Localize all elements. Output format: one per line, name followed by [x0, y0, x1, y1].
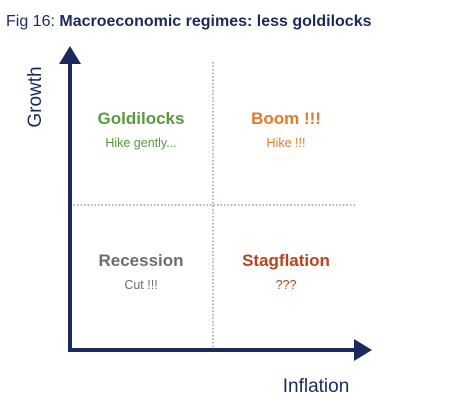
quadrant-label: Boom !!! [251, 109, 321, 128]
figure-prefix: Fig 16: [6, 13, 55, 30]
quadrant: Recession Cut !!! [98, 251, 183, 292]
figure-title: Fig 16: Macroeconomic regimes: less gold… [6, 13, 372, 30]
quadrant-action: Hike gently... [105, 136, 176, 150]
y-axis-arrow [59, 46, 81, 64]
x-axis-arrow [354, 339, 372, 361]
quadrant: Boom !!! Hike !!! [251, 109, 321, 150]
quadrant: Goldilocks Hike gently... [98, 109, 185, 150]
quadrant-label: Recession [98, 251, 183, 270]
x-axis-label: Inflation [283, 376, 350, 397]
quadrant: Stagflation ??? [242, 251, 330, 292]
quadrant-action: Hike !!! [267, 136, 306, 150]
y-axis-label: Growth [25, 66, 46, 127]
quadrant-label: Goldilocks [98, 109, 185, 128]
quadrant-label: Stagflation [242, 251, 330, 270]
quadrant-action: Cut !!! [124, 278, 157, 292]
quadrant-action: ??? [276, 278, 297, 292]
figure-heading: Macroeconomic regimes: less goldilocks [59, 13, 371, 30]
